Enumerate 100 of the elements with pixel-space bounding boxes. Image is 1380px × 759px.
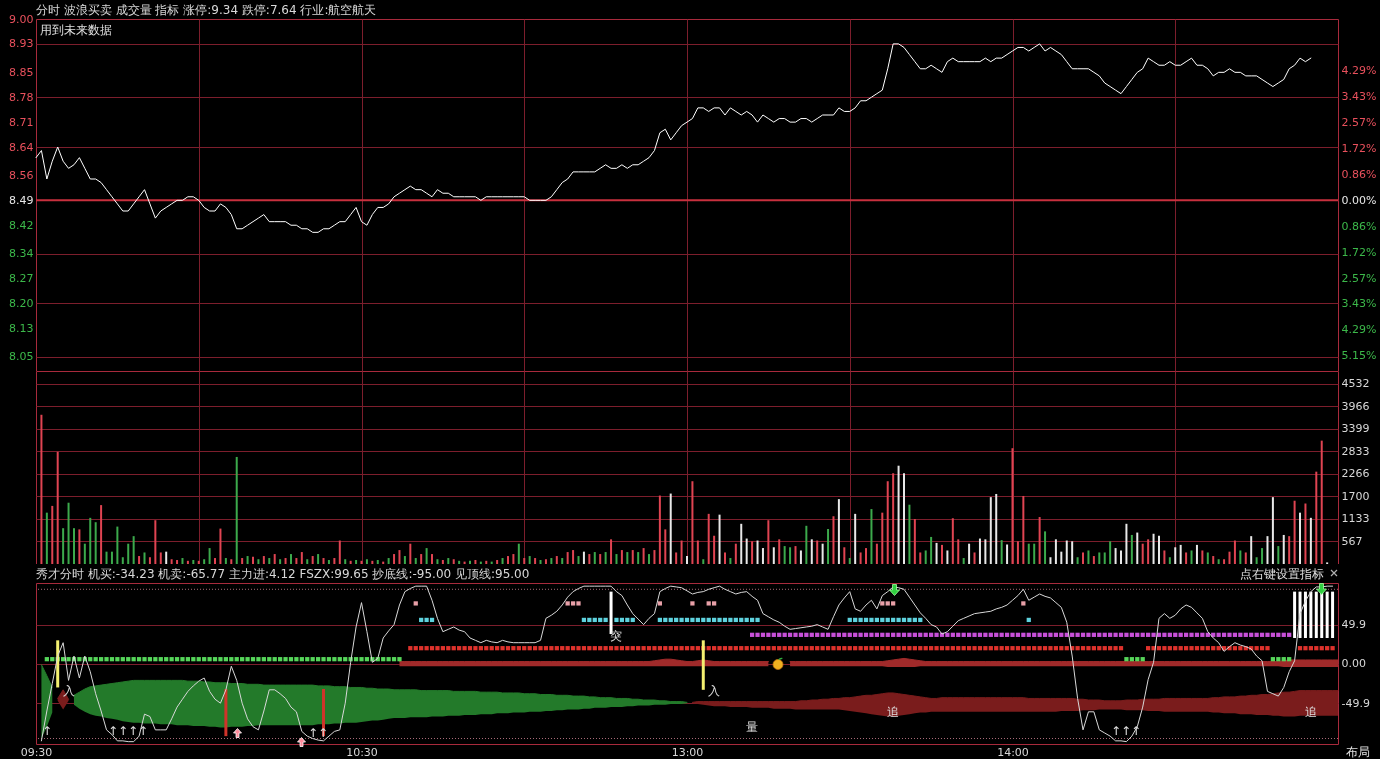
bar	[794, 546, 797, 564]
bar	[946, 550, 949, 564]
bar	[1250, 536, 1253, 564]
bar	[322, 558, 325, 564]
bar	[821, 543, 824, 564]
bar	[1016, 541, 1019, 564]
y-tick-label: 8.64	[9, 140, 34, 154]
y-tick-label: 8.56	[9, 168, 34, 182]
bar	[333, 558, 336, 564]
bar	[1309, 517, 1312, 564]
bar	[143, 552, 146, 564]
annotation: 追	[887, 705, 899, 719]
annotation: 追	[1305, 705, 1317, 719]
bar	[414, 558, 417, 564]
bar	[241, 558, 244, 564]
bar	[680, 540, 683, 564]
bar	[1163, 550, 1166, 564]
bar	[756, 540, 759, 564]
bar	[409, 543, 412, 564]
bar	[295, 558, 298, 564]
bar	[1168, 557, 1171, 564]
bar	[186, 560, 189, 564]
y-tick-label: 8.71	[9, 115, 34, 129]
annotation: ↑↑↑	[1110, 724, 1142, 738]
bar	[799, 550, 802, 564]
bar	[1011, 448, 1014, 564]
bar	[1309, 591, 1313, 638]
x-tick-label: 14:00	[997, 745, 1029, 759]
bar	[610, 539, 613, 564]
bar	[447, 558, 450, 564]
bar	[962, 558, 965, 564]
bar	[1217, 559, 1220, 564]
bar	[67, 502, 70, 564]
bar	[78, 529, 81, 564]
bar	[767, 520, 770, 564]
bar	[257, 559, 260, 564]
y-tick-label: 49.9	[1341, 618, 1366, 632]
bar	[1136, 532, 1139, 564]
bar	[105, 551, 108, 564]
bar	[870, 509, 873, 564]
bar	[208, 548, 211, 564]
annotation: 入	[63, 684, 75, 698]
bar	[458, 560, 461, 564]
bar	[761, 548, 764, 564]
bar	[1303, 591, 1307, 638]
bar	[810, 539, 813, 564]
y-tick-label: 8.85	[9, 65, 34, 79]
bar	[924, 550, 927, 564]
bar	[306, 559, 309, 564]
bar	[121, 557, 124, 564]
bar	[517, 543, 520, 564]
bar	[1233, 540, 1236, 564]
bar	[273, 554, 276, 564]
bar	[268, 558, 271, 564]
bar	[1006, 544, 1009, 564]
bar	[1255, 557, 1258, 564]
bar	[224, 689, 228, 737]
bar	[561, 558, 564, 564]
bar	[968, 543, 971, 564]
bar	[1125, 523, 1128, 564]
bar	[1141, 543, 1144, 564]
x-tick-label: 09:30	[20, 745, 53, 759]
bar	[713, 535, 716, 564]
bar	[219, 528, 222, 564]
bar	[1304, 503, 1307, 564]
bar	[1157, 535, 1160, 564]
annotation: 突	[610, 629, 622, 643]
bar	[702, 559, 705, 564]
y-tick-label: 8.27	[9, 272, 34, 286]
bar	[45, 512, 48, 564]
x-tick-label: 10:30	[346, 745, 378, 759]
bar	[772, 547, 775, 564]
text: 点右键设置指标	[1240, 567, 1324, 581]
bar	[94, 522, 97, 564]
bar	[978, 538, 981, 564]
bar	[1239, 550, 1242, 564]
bar	[214, 558, 217, 564]
bar	[903, 473, 905, 564]
y-tick-label: 1133	[1341, 512, 1370, 526]
bar	[496, 560, 499, 564]
bar	[1277, 546, 1280, 564]
bar	[745, 538, 748, 564]
bar	[360, 560, 363, 564]
bar	[843, 547, 846, 564]
bar	[1130, 534, 1133, 564]
bar	[116, 526, 119, 564]
bar	[327, 560, 330, 564]
bar	[192, 560, 195, 564]
bar	[425, 548, 428, 564]
y2-tick-label: 3.43%	[1341, 297, 1377, 311]
annotation: 量	[746, 720, 758, 734]
bar	[1087, 550, 1090, 564]
bar	[252, 556, 254, 564]
bar	[940, 544, 943, 564]
bar	[1201, 550, 1204, 564]
bar	[1152, 533, 1155, 564]
bar	[1288, 536, 1291, 564]
y2-tick-label: 0.86%	[1341, 219, 1377, 233]
bar	[501, 558, 504, 564]
bar	[1244, 552, 1247, 564]
